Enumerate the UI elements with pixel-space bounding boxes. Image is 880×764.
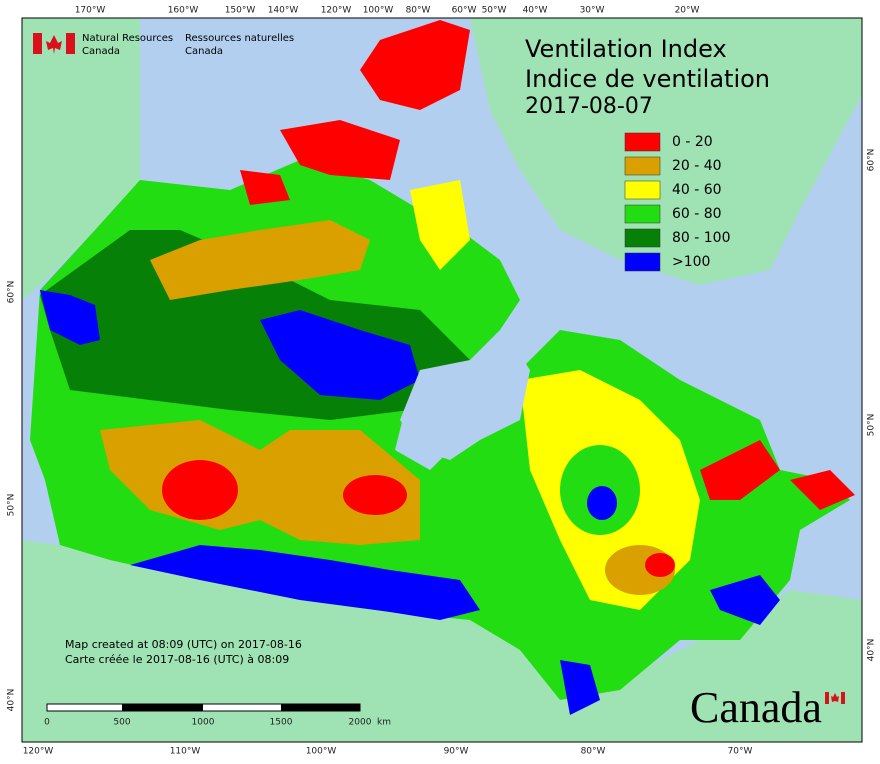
zone-0-20-quebec: [645, 553, 675, 577]
flag-bar: [33, 33, 42, 54]
alaska: [22, 18, 140, 300]
zone-gt100-north: [260, 310, 420, 400]
zone-gt100-south: [130, 545, 480, 620]
zone-0-20-islands: [280, 120, 400, 180]
graticule-label: 80°W: [406, 6, 431, 16]
zone-0-20-sask: [343, 475, 407, 515]
wordmark: Canada: [690, 683, 845, 732]
zone-40-60-arctic: [410, 180, 470, 270]
note: Map created at 08:09 (UTC) on 2017-08-16: [65, 638, 302, 651]
title: Ventilation Index: [525, 35, 727, 63]
scale-label: 0: [44, 718, 50, 728]
legend-label: 80 - 100: [672, 230, 731, 246]
header-text: Natural Resources: [82, 33, 173, 44]
graticule-label: 150°W: [225, 6, 256, 16]
title: Indice de ventilation: [525, 65, 770, 93]
graticule-label: 100°W: [306, 747, 337, 757]
legend-swatch: [624, 180, 661, 200]
legend-swatch: [624, 228, 661, 248]
header-text: Canada: [82, 46, 120, 57]
graticule-label: 40°N: [7, 689, 17, 712]
legend-label: 40 - 60: [672, 182, 722, 198]
map-frame: [21, 17, 863, 743]
graticule-label: 80°W: [581, 747, 606, 757]
map-body: [22, 18, 862, 742]
graticule-label: 40°W: [523, 6, 548, 16]
header: Natural Resources Canada Ressources natu…: [33, 33, 294, 57]
legend-swatch: [624, 204, 661, 224]
zone-gt100-maritimes: [710, 575, 780, 625]
legend-label: 20 - 40: [672, 158, 722, 174]
flag-bar: [66, 33, 75, 54]
scale-label: 1500: [270, 718, 293, 728]
graticule-label: 60°W: [452, 6, 477, 16]
graticule-label: 70°W: [728, 747, 753, 757]
flag-bar: [825, 692, 829, 704]
scale-label: 2000: [349, 718, 372, 728]
united-states: [22, 540, 862, 742]
zone-gt100-ontario: [560, 660, 600, 715]
legend-swatch: [624, 156, 661, 176]
legend-swatch: [624, 132, 661, 152]
scale-label: 500: [113, 718, 130, 728]
zone-0-20-victoria: [240, 170, 290, 205]
scale-bar-segment: [281, 704, 360, 711]
date: 2017-08-07: [525, 94, 653, 119]
graticule-label: 60°N: [7, 281, 17, 304]
legend-label: >100: [672, 254, 710, 270]
zone-20-40-arctic: [150, 220, 370, 300]
graticule-label: 140°W: [268, 6, 299, 16]
greenland: [470, 18, 862, 285]
graticule-label: 120°W: [23, 747, 54, 757]
zone-0-20-bc: [162, 460, 238, 520]
graticule-label: 50°N: [867, 414, 877, 437]
graticule-label: 60°N: [867, 149, 877, 172]
flag-bar: [841, 692, 845, 704]
graticule-label: 120°W: [321, 6, 352, 16]
graticule-label: 20°W: [675, 6, 700, 16]
zone-0-20-labrador: [700, 440, 780, 500]
legend-swatch: [624, 252, 661, 272]
graticule-label: 110°W: [170, 747, 201, 757]
header-text: Canada: [185, 46, 223, 57]
header-text: Ressources naturelles: [185, 33, 294, 44]
maple-leaf: [831, 693, 839, 702]
hudson-bay: [400, 340, 530, 460]
graticule-label: 90°W: [444, 747, 469, 757]
scale-bar-segment: [122, 704, 203, 711]
note: Carte créée le 2017-08-16 (UTC) à 08:09: [65, 653, 289, 666]
scale-label: km: [377, 718, 391, 728]
scale-label: 1000: [192, 718, 215, 728]
wordmark-text: Canada: [690, 683, 822, 732]
graticule-label: 170°W: [75, 6, 106, 16]
zone-0-20-arctic: [360, 20, 470, 110]
graticule-label: 40°N: [867, 639, 877, 662]
zone-gt100-alaska: [40, 290, 100, 345]
legend-label: 0 - 20: [672, 134, 713, 150]
zone-0-20-newfoundland: [790, 470, 855, 510]
graticule-label: 30°W: [580, 6, 605, 16]
graticule-label: 50°N: [7, 494, 17, 517]
graticule-label: 160°W: [168, 6, 199, 16]
graticule-label: 100°W: [363, 6, 394, 16]
zone-gt100-quebec: [587, 486, 617, 520]
legend-label: 60 - 80: [672, 206, 722, 222]
graticule-label: 50°W: [482, 6, 507, 16]
maple-leaf: [46, 35, 62, 54]
